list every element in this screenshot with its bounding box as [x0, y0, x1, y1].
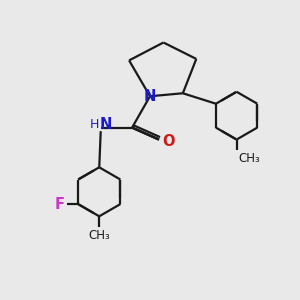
Text: N: N	[144, 89, 156, 104]
Text: O: O	[163, 134, 175, 148]
Text: CH₃: CH₃	[88, 229, 110, 242]
Text: H: H	[90, 118, 99, 130]
Text: F: F	[55, 196, 64, 211]
Text: N: N	[99, 116, 112, 131]
Text: CH₃: CH₃	[238, 152, 260, 165]
